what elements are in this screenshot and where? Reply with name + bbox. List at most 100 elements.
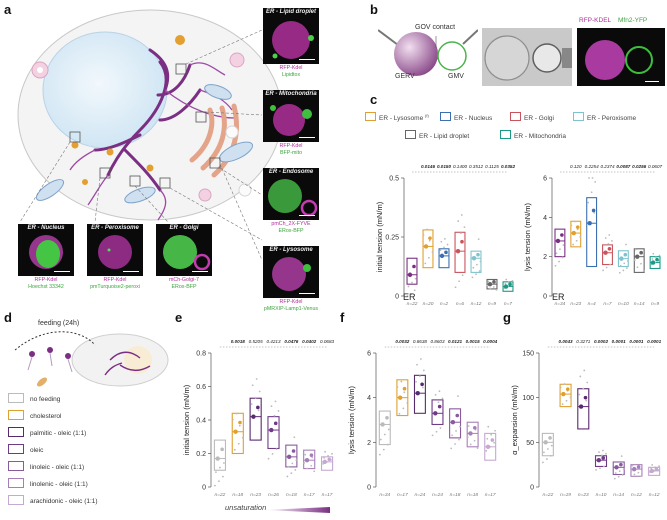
box bbox=[213, 439, 227, 471]
caption-line-2: ERox-BFP bbox=[171, 283, 197, 290]
n-label: n=10 bbox=[618, 301, 629, 307]
n-label: n=18 bbox=[232, 492, 243, 498]
pvalue-label: 0.0002 bbox=[594, 339, 608, 344]
mean-dot bbox=[603, 250, 608, 255]
mean-dot bbox=[639, 250, 643, 255]
scale-bar bbox=[299, 214, 315, 216]
data-point bbox=[633, 259, 636, 262]
data-point bbox=[590, 191, 593, 194]
mean-dot bbox=[555, 238, 561, 244]
n-label: n=7 bbox=[603, 301, 611, 307]
er-network-thin bbox=[69, 62, 236, 221]
n-label: n=12 bbox=[471, 301, 482, 307]
data-point bbox=[609, 263, 612, 266]
data-point bbox=[614, 472, 617, 474]
data-point bbox=[479, 260, 482, 263]
data-point bbox=[594, 181, 597, 183]
mean-dot bbox=[238, 420, 242, 425]
mean-dot bbox=[380, 422, 385, 427]
data-point bbox=[255, 378, 258, 380]
n-label: n=23 bbox=[578, 492, 589, 498]
micro-title: ER - Golgi bbox=[169, 225, 199, 231]
legend-label: linoleic - oleic (1:1) bbox=[30, 464, 85, 471]
caption-line-1: RFP-Kdel bbox=[279, 143, 303, 149]
panel-letter-e: e bbox=[175, 310, 183, 325]
micro-title: ER - Mitochondria bbox=[265, 91, 317, 97]
data-point bbox=[636, 266, 639, 269]
y-tick-label: 150 bbox=[522, 351, 534, 358]
data-point bbox=[257, 409, 260, 412]
mean-dot bbox=[649, 468, 655, 474]
data-point bbox=[270, 405, 273, 408]
y-tick-label: 0 bbox=[530, 485, 534, 492]
data-point bbox=[304, 453, 307, 456]
data-point bbox=[486, 437, 489, 440]
pvalue-label: 0.5205 bbox=[249, 339, 263, 344]
y-tick-label: 100 bbox=[522, 395, 534, 402]
y-tick-label: 6 bbox=[543, 176, 547, 183]
mean-dot bbox=[614, 465, 619, 470]
data-point bbox=[561, 256, 564, 259]
mean-dot bbox=[428, 236, 432, 240]
legend-label: ER - Golgi bbox=[524, 115, 554, 122]
data-point bbox=[403, 391, 406, 394]
pvalue-label: 0.0001 bbox=[612, 339, 626, 344]
mean-dot bbox=[619, 256, 624, 261]
data-point bbox=[443, 237, 446, 240]
pvalue-label: 0.0402 bbox=[302, 339, 316, 344]
data-point bbox=[542, 461, 544, 464]
er-label-c2: ER bbox=[552, 292, 565, 302]
legend-label: no feeding bbox=[30, 396, 61, 403]
n-label: n=23 bbox=[570, 301, 581, 307]
scale-bar bbox=[299, 136, 315, 138]
micro-er-nucleus: ER - Nucleus bbox=[18, 224, 74, 276]
chart-lysis-tension-feeding: 0 2 4 6 lysis tension (mN/m) 0.0032 0.8638 0.86… bbox=[347, 339, 498, 498]
n-label: n=22 bbox=[215, 492, 226, 498]
data-point bbox=[618, 271, 621, 274]
box bbox=[267, 416, 280, 450]
legend-linoleic-oleic: linoleic - oleic (1:1) bbox=[8, 461, 84, 471]
data-point bbox=[655, 256, 657, 259]
legend-nucleus: ER - Nucleus bbox=[440, 112, 492, 122]
data-point bbox=[511, 279, 514, 282]
mean-dot bbox=[587, 221, 592, 226]
legend-swatch bbox=[510, 112, 521, 121]
mean-dot bbox=[601, 456, 605, 460]
chart-initial-tension-feeding: 0 0.2 0.4 0.6 0.8 initial tension (mN/m) 0.001… bbox=[182, 339, 335, 498]
data-point bbox=[495, 288, 498, 291]
data-point bbox=[323, 456, 325, 459]
n-label: n=20 bbox=[423, 301, 434, 307]
mean-dot bbox=[636, 465, 641, 469]
legend-swatch bbox=[8, 444, 24, 454]
data-point bbox=[605, 266, 608, 269]
data-point bbox=[625, 243, 627, 246]
data-point bbox=[437, 401, 440, 404]
data-point bbox=[271, 453, 274, 455]
mean-dot bbox=[251, 414, 256, 419]
data-point bbox=[420, 358, 422, 360]
n-label: n=18 bbox=[286, 492, 297, 498]
data-point bbox=[275, 448, 278, 451]
data-point bbox=[451, 434, 454, 437]
data-point bbox=[458, 438, 460, 441]
pvalue-label: 0.1400 bbox=[453, 164, 467, 169]
data-point bbox=[603, 465, 605, 468]
micro-caption-nuc: RFP-Kdel Hoechst 33342 bbox=[18, 277, 74, 290]
data-point bbox=[561, 403, 564, 406]
micro-title: ER - Lipid droplet bbox=[266, 9, 316, 15]
box bbox=[466, 421, 479, 448]
mean-dot bbox=[492, 280, 496, 284]
mean-dot bbox=[485, 444, 491, 449]
n-label: n=34 bbox=[379, 492, 390, 498]
mean-dot bbox=[309, 453, 314, 457]
micro-er-lipid-droplet: ER - Lipid droplet bbox=[263, 8, 319, 64]
box bbox=[554, 228, 566, 258]
data-point bbox=[601, 454, 603, 457]
pvalue-label: 0.0256 bbox=[632, 164, 646, 169]
data-point bbox=[595, 468, 597, 471]
caption-line-1: mCh-Golgi-7 bbox=[168, 277, 200, 283]
legend-no-feeding: no feeding bbox=[8, 393, 60, 403]
box bbox=[586, 197, 598, 268]
micro-caption-endo: pmCh_2X-FYVE ERox-BFP bbox=[260, 221, 322, 234]
n-label: n=9 bbox=[651, 301, 659, 307]
